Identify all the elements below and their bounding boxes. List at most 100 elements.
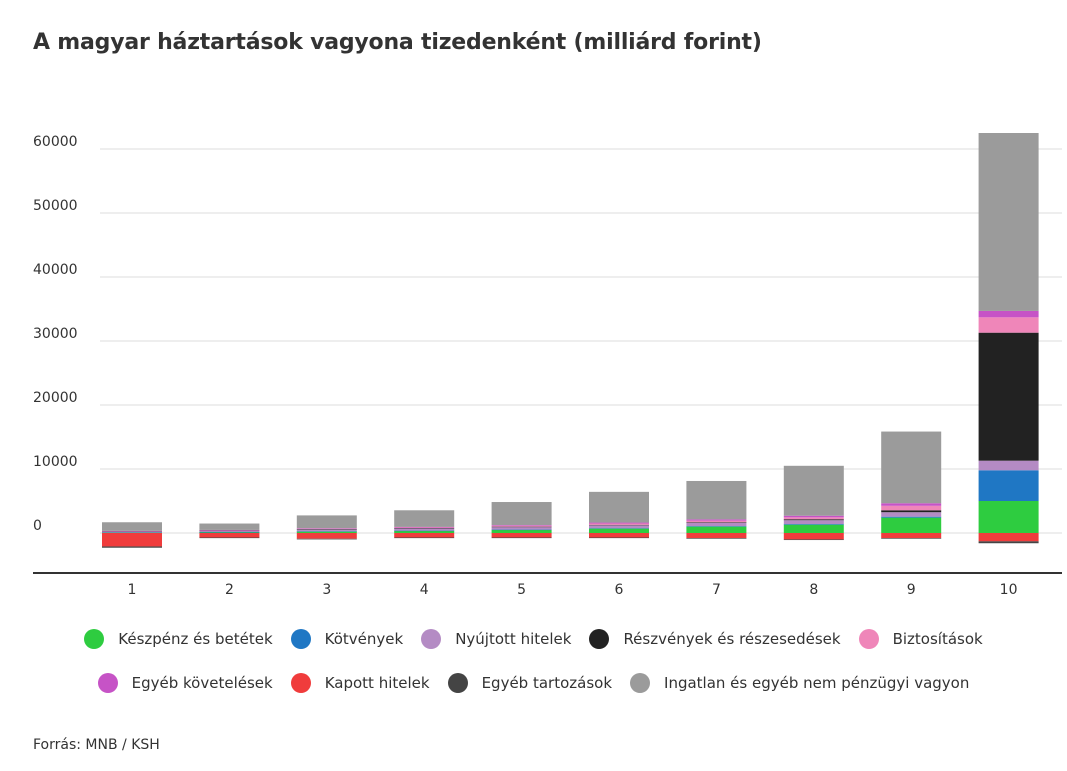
bar-segment	[491, 526, 552, 528]
bar-segment	[296, 533, 357, 539]
bar-segment	[589, 523, 649, 525]
bar-segment	[102, 531, 162, 533]
y-tick-label: 20000	[33, 390, 78, 406]
bar-segment	[686, 480, 747, 520]
bar-segment	[296, 538, 357, 540]
bar-segment	[686, 519, 747, 521]
bar-segment	[394, 537, 455, 539]
legend-row-1: Készpénz és betétek Kötvények Nyújtott hit…	[0, 629, 1067, 649]
y-tick-label: 0	[33, 518, 42, 534]
bar-segment	[491, 525, 552, 527]
x-tick-label: 1	[128, 582, 137, 598]
legend-label: Egyéb tartozások	[481, 674, 613, 692]
bar-segment	[881, 510, 942, 513]
y-tick-label: 10000	[33, 454, 78, 470]
legend-label: Ingatlan és egyéb nem pénzügyi vagyon	[664, 674, 970, 692]
bar-segment	[491, 533, 552, 538]
bar-segment	[881, 517, 942, 533]
bar-segment	[881, 505, 942, 511]
bar-segment	[102, 530, 162, 532]
x-tick-label: 5	[517, 582, 526, 598]
legend-swatch	[447, 673, 468, 693]
bar-segment	[102, 533, 162, 547]
bar-segment	[394, 528, 455, 531]
bars	[102, 133, 1039, 548]
bar-segment	[978, 501, 1039, 533]
bar-segment	[589, 528, 649, 529]
bar-segment	[686, 538, 747, 539]
bar-segment	[296, 515, 357, 529]
legend-item: Ingatlan és egyéb nem pénzügyi vagyon	[630, 673, 969, 693]
bar-segment	[783, 519, 844, 521]
x-tick-label: 4	[420, 582, 429, 598]
legend-swatch	[589, 629, 610, 649]
legend-label: Biztosítások	[892, 630, 983, 648]
bar-segment	[589, 522, 649, 524]
legend-label: Készpénz és betétek	[118, 630, 273, 648]
legend-item: Kötvények	[290, 629, 403, 649]
y-tick-label: 40000	[33, 262, 78, 278]
legend-item: Nyújtott hitelek	[421, 629, 571, 649]
gridlines	[100, 148, 1062, 534]
bar-segment	[394, 530, 455, 532]
legend-swatch	[290, 673, 311, 693]
bar-segment	[589, 524, 649, 526]
bar-segment	[199, 531, 260, 533]
bar-segment	[589, 528, 649, 533]
source-note: Forrás: MNB / KSH	[33, 737, 160, 753]
bar-segment	[296, 528, 357, 530]
legend-row-2: Egyéb követelések Kapott hitelek Egyéb tar…	[0, 673, 1067, 693]
legend-item: Biztosítások	[858, 629, 983, 649]
x-axis-tick-labels: 1 2 3 4 5 6 7 8 9 10	[128, 582, 1018, 598]
bar-segment	[589, 525, 649, 529]
legend-item: Részvények és részesedések	[589, 629, 841, 649]
legend-label: Egyéb követelések	[131, 674, 273, 692]
bar-segment	[783, 533, 844, 540]
bar-segment	[199, 523, 260, 530]
legend-swatch	[858, 629, 879, 649]
bar-segment	[978, 317, 1039, 333]
stacked-bar-chart: 0 10000 20000 30000 40000 50000 60000 1 2 3 4 5 6 7 8…	[33, 133, 1062, 598]
bar-segment	[978, 332, 1039, 461]
bar-segment	[686, 533, 747, 539]
legend-label: Kapott hitelek	[324, 674, 430, 692]
bar-segment	[491, 527, 552, 530]
bar-segment	[491, 525, 552, 526]
y-axis-tick-labels: 0 10000 20000 30000 40000 50000 60000	[33, 134, 78, 534]
x-tick-label: 2	[225, 582, 234, 598]
bar-segment	[783, 539, 844, 541]
bar-segment	[296, 531, 357, 532]
bar-segment	[783, 515, 844, 518]
bar-segment	[199, 530, 260, 532]
bar-segment	[978, 460, 1039, 471]
bar-segment	[686, 526, 747, 527]
x-tick-label: 10	[1000, 582, 1018, 598]
bar-segment	[881, 538, 942, 539]
x-tick-label: 7	[712, 582, 721, 598]
bar-segment	[296, 529, 357, 532]
bar-segment	[978, 470, 1039, 501]
bar-segment	[394, 533, 455, 538]
y-tick-label: 60000	[33, 134, 78, 150]
bar-segment	[199, 537, 260, 539]
bar-segment	[881, 512, 942, 517]
x-tick-label: 9	[907, 582, 916, 598]
bar-segment	[394, 530, 455, 533]
legend-swatch	[97, 673, 118, 693]
bar-segment	[394, 527, 455, 529]
bar-segment	[881, 431, 942, 504]
bar-segment	[686, 526, 747, 533]
bar-segment	[102, 522, 162, 531]
bar-segment	[102, 532, 162, 533]
bar-segment	[783, 524, 844, 525]
bar-segment	[199, 530, 260, 532]
bar-segment	[491, 529, 552, 533]
bar-segment	[296, 529, 357, 530]
bar-segment	[199, 529, 260, 531]
legend-item: Készpénz és betétek	[84, 629, 273, 649]
y-tick-label: 50000	[33, 198, 78, 214]
bar-segment	[881, 533, 942, 539]
bar-segment	[589, 491, 649, 523]
legend-swatch	[290, 629, 311, 649]
bar-segment	[491, 537, 552, 539]
